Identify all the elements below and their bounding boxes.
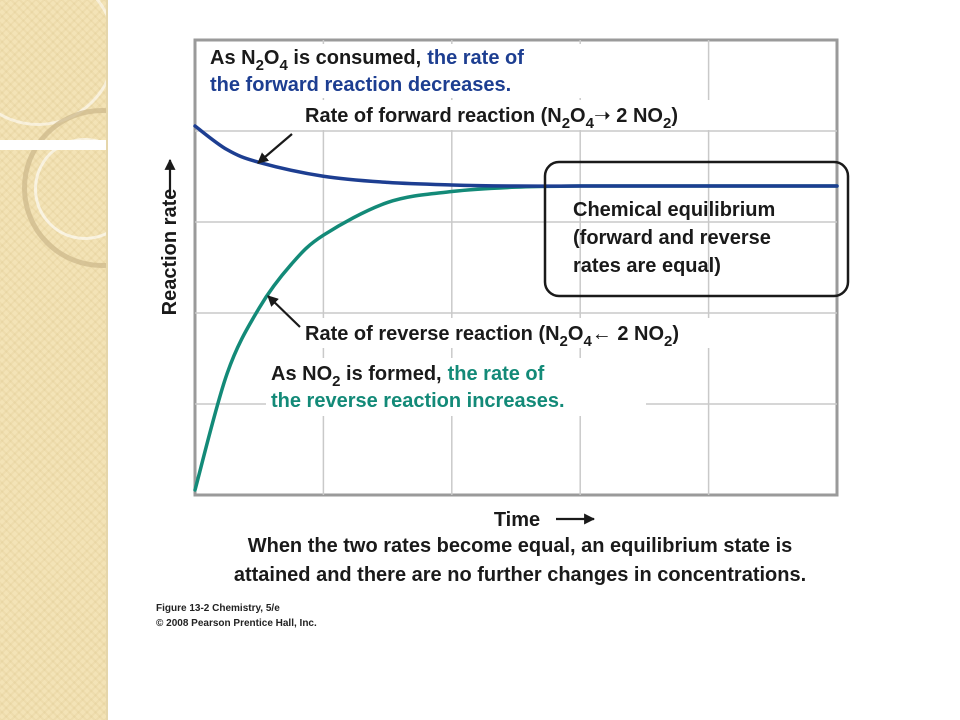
forward-note-sub-2: 4 xyxy=(279,57,288,74)
equilibrium-line-2: (forward and reverse xyxy=(573,227,771,249)
reverse-note-suffix: is formed, xyxy=(340,363,441,385)
forward-note-suffix: is consumed, xyxy=(288,47,421,69)
forward-note-line-1: As N2O4 is consumed, the rate of xyxy=(210,47,524,74)
forward-label-pointer xyxy=(257,133,293,164)
figure-credit: Figure 13-2 Chemistry, 5/e xyxy=(156,603,280,614)
forward-label-prefix: Rate of forward reaction (N xyxy=(305,105,562,127)
reverse-label-after-arrow: 2 NO xyxy=(612,323,664,345)
y-axis-label: Reaction rate xyxy=(159,189,181,316)
reverse-label-pointer xyxy=(267,295,301,328)
copyright-credit: © 2008 Pearson Prentice Hall, Inc. xyxy=(156,618,317,629)
forward-label-arrow: ➝ xyxy=(594,105,611,127)
equilibrium-line-3: rates are equal) xyxy=(573,255,721,277)
forward-label-mid: O xyxy=(570,105,586,127)
decorative-sidebar xyxy=(0,0,106,720)
caption-line-1: When the two rates become equal, an equi… xyxy=(247,535,793,557)
forward-note-sub-1: 2 xyxy=(256,57,264,74)
caption-line-2: attained and there are no further change… xyxy=(233,564,807,586)
reverse-note-prefix: As NO xyxy=(271,363,332,385)
forward-label-sub-1: 2 xyxy=(562,115,570,132)
decorative-bar xyxy=(0,140,106,150)
reverse-note-backdrop xyxy=(266,358,646,416)
reverse-note-sub: 2 xyxy=(332,373,340,390)
forward-note-line-2: the forward reaction decreases. xyxy=(210,74,511,96)
reverse-rate-label: Rate of reverse reaction (N2O4← 2 NO2) xyxy=(305,323,679,350)
reverse-label-sub-1: 2 xyxy=(560,333,568,350)
x-axis-label: Time xyxy=(494,509,540,531)
forward-note-mid: O xyxy=(264,47,280,69)
forward-note-colored-1: the rate of xyxy=(427,47,524,69)
reverse-note-colored-1: the rate of xyxy=(448,363,545,385)
reverse-note-line-2: the reverse reaction increases. xyxy=(271,390,565,412)
forward-label-after-arrow: 2 NO xyxy=(611,105,663,127)
reverse-label-backdrop xyxy=(300,318,775,348)
forward-label-sub-2: 4 xyxy=(586,115,595,132)
reverse-label-mid: O xyxy=(568,323,584,345)
forward-label-backdrop xyxy=(300,100,785,130)
reverse-label-sub-2: 4 xyxy=(583,333,592,350)
reverse-label-prefix: Rate of reverse reaction (N xyxy=(305,323,560,345)
reverse-note-line-1: As NO2 is formed, the rate of xyxy=(271,363,545,390)
equilibrium-line-1: Chemical equilibrium xyxy=(573,199,775,221)
forward-label-sub-3: 2 xyxy=(663,115,671,132)
reverse-label-arrow: ← xyxy=(592,323,612,345)
reverse-label-suffix: ) xyxy=(672,323,679,345)
equilibrium-box xyxy=(543,160,850,298)
forward-label-suffix: ) xyxy=(671,105,678,127)
forward-note-backdrop xyxy=(200,44,640,98)
sidebar-edge xyxy=(106,0,108,720)
forward-note-prefix: As N xyxy=(210,47,256,69)
forward-rate-label: Rate of forward reaction (N2O4➝ 2 NO2) xyxy=(305,105,678,132)
reverse-label-sub-3: 2 xyxy=(664,333,672,350)
